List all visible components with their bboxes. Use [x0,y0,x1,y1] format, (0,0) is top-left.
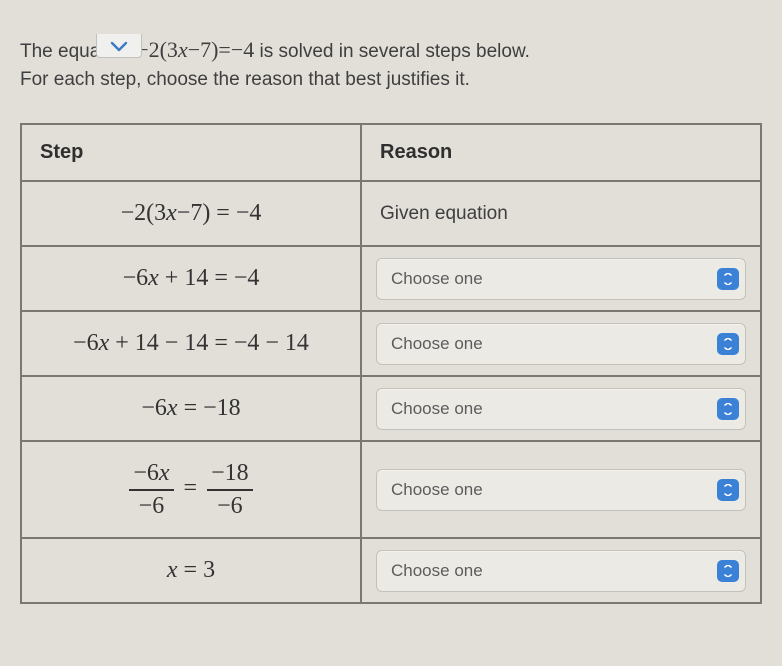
step-cell-5: −6x −6 = −18 −6 [21,441,361,538]
dropdown-toggle-icon [717,398,739,420]
prompt-text-post: is solved in several steps below. [254,41,530,62]
dropdown-toggle-icon [717,333,739,355]
table-row: x = 3 Choose one [21,538,761,603]
step-cell-1: −2(3x−7) = −4 [21,181,361,246]
step-cell-6: x = 3 [21,538,361,603]
reason-dropdown[interactable]: Choose one [376,469,746,511]
dropdown-label: Choose one [391,480,483,499]
dropdown-label: Choose one [391,399,483,418]
steps-table: Step Reason −2(3x−7) = −4 Given equation… [20,123,762,604]
table-row: −6x + 14 − 14 = −4 − 14 Choose one [21,311,761,376]
fraction-right: −18 −6 [207,460,253,519]
table-row: −6x −6 = −18 −6 Choose one [21,441,761,538]
dropdown-label: Choose one [391,561,483,580]
step-cell-2: −6x + 14 = −4 [21,246,361,311]
reason-cell-4: Choose one [361,376,761,441]
dropdown-toggle-icon [717,560,739,582]
prompt-line2: For each step, choose the reason that be… [20,69,470,90]
reason-cell-6: Choose one [361,538,761,603]
reason-dropdown[interactable]: Choose one [376,323,746,365]
reason-cell-3: Choose one [361,311,761,376]
chevron-down-icon [110,40,128,52]
reason-given-text: Given equation [380,203,508,224]
dropdown-toggle-icon [717,479,739,501]
table-row: −6x + 14 = −4 Choose one [21,246,761,311]
table-row: −2(3x−7) = −4 Given equation [21,181,761,246]
step-cell-4: −6x = −18 [21,376,361,441]
table-row: −6x = −18 Choose one [21,376,761,441]
reason-cell-5: Choose one [361,441,761,538]
step-cell-3: −6x + 14 − 14 = −4 − 14 [21,311,361,376]
dropdown-label: Choose one [391,334,483,353]
collapse-chevron-button[interactable] [96,34,142,58]
table-header-row: Step Reason [21,124,761,181]
reason-dropdown[interactable]: Choose one [376,258,746,300]
prompt-equation: −2(3x−7)=−4 [136,37,254,62]
reason-cell-1: Given equation [361,181,761,246]
dropdown-toggle-icon [717,268,739,290]
reason-cell-2: Choose one [361,246,761,311]
header-step: Step [21,124,361,181]
dropdown-label: Choose one [391,269,483,288]
reason-dropdown[interactable]: Choose one [376,388,746,430]
reason-dropdown[interactable]: Choose one [376,550,746,592]
header-reason: Reason [361,124,761,181]
fraction-left: −6x −6 [129,460,173,519]
